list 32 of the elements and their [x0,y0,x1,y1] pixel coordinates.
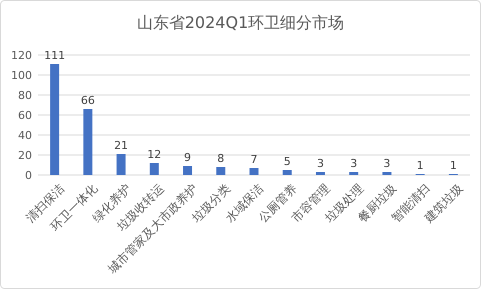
data-label: 5 [284,155,291,168]
bar [83,109,92,175]
data-label: 3 [350,157,358,170]
data-label: 1 [416,159,424,172]
bar [282,170,292,175]
y-tick-label: 40 [18,129,32,142]
data-label: 21 [114,139,128,152]
data-label: 3 [316,157,324,170]
data-label: 8 [217,152,224,165]
bar [183,166,192,175]
data-label: 66 [80,94,95,107]
bar [150,163,159,175]
y-tick-label: 120 [11,49,32,62]
y-tick-label: 60 [18,109,32,122]
data-label: 7 [250,153,258,166]
bar [349,172,358,175]
data-label: 12 [147,148,162,161]
bar [116,154,126,175]
bar [250,168,258,175]
bar [316,172,325,175]
chart-title: 山东省2024Q1环卫细分市场 [136,13,344,32]
data-label: 9 [184,151,192,164]
y-tick-label: 100 [11,69,32,82]
y-tick-label: 80 [18,89,32,102]
bar [50,64,60,175]
data-label: 1 [450,159,457,172]
data-label: 111 [44,49,66,62]
y-tick-label: 0 [25,169,32,182]
bar [382,172,392,175]
y-tick-label: 20 [18,149,32,162]
data-label: 3 [383,157,390,170]
bar [216,167,226,175]
